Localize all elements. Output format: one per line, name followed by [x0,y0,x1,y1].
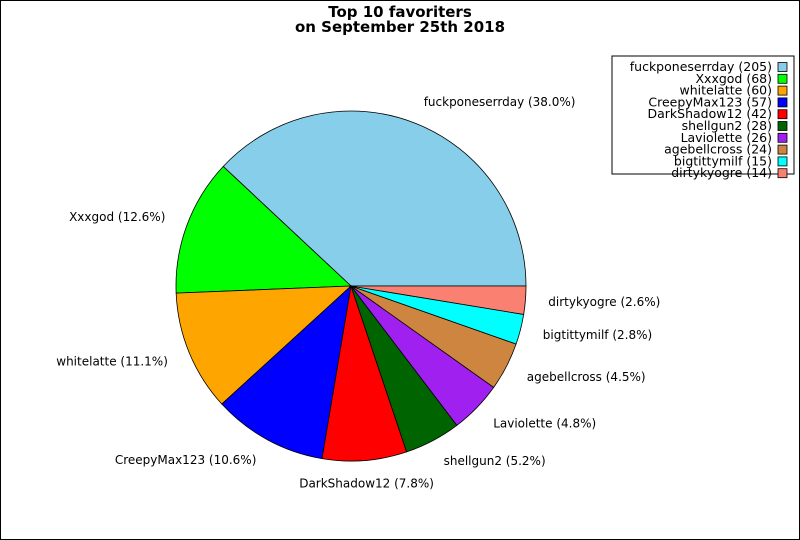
slice-label-bigtittymilf: bigtittymilf (2.8%) [543,328,652,342]
pie-slice-xxxgod [175,165,352,294]
legend-label-laviolette: Laviolette (26) [681,130,772,145]
legend-label-dirtykyogre: dirtykyogre (14) [671,165,772,180]
legend-swatch-shellgun2 [777,121,788,131]
pie-slice-creepymax123 [221,284,352,460]
legend-box [611,55,795,175]
legend-swatch-creepymax123 [777,97,788,108]
slice-label-shellgun2: shellgun2 (5.2%) [444,454,546,468]
legend-swatch-bigtittymilf [777,156,788,167]
slice-label-agebellcross: agebellcross (4.5%) [527,370,646,384]
legend-label-creepymax123: CreepyMax123 (57) [648,94,772,109]
pie-slice-dirtykyogre [350,285,527,315]
chart-subtitle: on September 25th 2018 [295,18,505,36]
pie-slice-fuckponeserrday [222,110,527,287]
legend-swatch-laviolette [777,132,788,143]
slice-label-darkshadow12: DarkShadow12 (7.8%) [299,476,434,490]
legend: fuckponeserrday (205)Xxxgod (68)whitelat… [611,55,795,180]
legend-swatch-dirtykyogre [777,168,788,179]
legend-swatch-agebellcross [777,144,788,155]
pie-slice-whitelatte [175,285,353,405]
legend-label-fuckponeserrday: fuckponeserrday (205) [630,59,772,74]
legend-swatch-darkshadow12 [777,109,788,120]
slice-label-xxxgod: Xxxgod (12.6%) [69,210,165,224]
legend-swatch-whitelatte [777,85,788,96]
slice-label-creepymax123: CreepyMax123 (10.6%) [115,453,257,467]
legend-label-agebellcross: agebellcross (24) [664,142,772,157]
chart-title: Top 10 favoriters [328,3,472,21]
slice-label-fuckponeserrday: fuckponeserrday (38.0%) [424,95,576,109]
slice-label-laviolette: Laviolette (4.8%) [493,417,596,431]
legend-label-xxxgod: Xxxgod (68) [695,71,772,86]
legend-label-whitelatte: whitelatte (60) [680,83,772,98]
slice-label-whitelatte: whitelatte (11.1%) [56,354,168,368]
legend-swatch-xxxgod [777,73,788,84]
pie-slices [175,110,527,462]
slice-label-dirtykyogre: dirtykyogre (2.6%) [548,295,660,309]
legend-label-darkshadow12: DarkShadow12 (42) [647,106,772,121]
legend-label-bigtittymilf: bigtittymilf (15) [674,153,772,168]
pie-labels: fuckponeserrday (38.0%) Xxxgod (12.6%) whi… [56,95,660,491]
legend-swatch-fuckponeserrday [777,62,788,72]
legend-label-shellgun2: shellgun2 (28) [682,118,772,133]
